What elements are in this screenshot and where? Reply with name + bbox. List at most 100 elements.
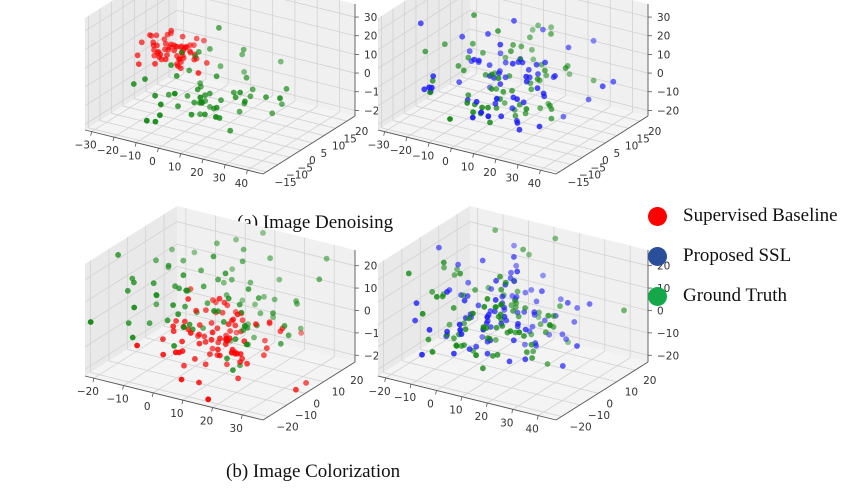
scatter3d-denoising-ssl: −30 −20 −10 0 10 20 30 40 −15 −10 −5 0 5 10 15 20 −20 −10…	[293, 0, 679, 210]
point-proposed-ssl	[508, 269, 514, 276]
point-ground-truth	[512, 112, 519, 119]
point-ground-truth	[247, 279, 254, 286]
point-supervised-baseline	[196, 322, 203, 328]
point-proposed-ssl	[522, 326, 529, 333]
gridline-z	[377, 288, 471, 348]
point-proposed-ssl	[560, 113, 567, 120]
point-supervised-baseline	[202, 361, 209, 368]
y-tick-label: 0	[313, 398, 320, 410]
point-proposed-ssl	[534, 85, 541, 92]
point-ground-truth	[183, 287, 190, 294]
point-ground-truth	[213, 104, 220, 111]
x-tick-label: 0	[427, 398, 434, 410]
x-tick-label: 10	[461, 162, 474, 174]
gridline-z	[84, 0, 136, 32]
point-ground-truth	[197, 111, 204, 118]
point-ground-truth	[405, 270, 412, 277]
x-tick-label: −10	[394, 392, 416, 404]
z-tick-label: 0	[657, 68, 664, 80]
point-ground-truth	[180, 272, 187, 279]
point-proposed-ssl	[469, 114, 476, 121]
gridline-z	[84, 266, 178, 325]
point-supervised-baseline	[134, 52, 141, 59]
point-ground-truth	[142, 76, 148, 82]
point-ground-truth	[153, 301, 160, 308]
point-ground-truth	[252, 301, 258, 308]
point-ground-truth	[176, 285, 183, 292]
x-tick-label: 40	[526, 424, 539, 436]
point-proposed-ssl	[484, 314, 491, 320]
point-ground-truth	[218, 97, 224, 104]
point-proposed-ssl	[444, 328, 450, 335]
gridline-y	[111, 112, 290, 158]
gridline-x	[182, 341, 276, 401]
point-ground-truth	[510, 308, 516, 314]
point-ground-truth	[146, 320, 153, 327]
point-ground-truth	[188, 111, 195, 118]
point-ground-truth	[191, 249, 198, 256]
point-ground-truth	[316, 276, 323, 283]
point-ground-truth	[542, 67, 548, 74]
x-axis-line	[84, 375, 264, 421]
point-ground-truth	[255, 295, 262, 301]
point-ground-truth	[502, 54, 509, 61]
point-ground-truth	[548, 31, 554, 37]
point-ground-truth	[229, 266, 236, 272]
point-ground-truth	[214, 240, 220, 247]
point-ground-truth	[461, 342, 467, 348]
point-ground-truth	[492, 227, 499, 233]
point-supervised-baseline	[201, 333, 208, 340]
z-tick-label: 10	[364, 283, 377, 295]
gridline-z	[84, 66, 178, 125]
point-proposed-ssl	[491, 308, 498, 315]
point-ground-truth	[222, 270, 229, 277]
x-tick	[211, 407, 213, 412]
point-ground-truth	[457, 270, 464, 277]
y-tick-label: 20	[648, 126, 661, 138]
point-proposed-ssl	[514, 96, 520, 102]
point-ground-truth	[536, 309, 542, 316]
point-proposed-ssl	[540, 272, 546, 279]
point-proposed-ssl	[459, 33, 466, 40]
point-proposed-ssl	[497, 41, 504, 48]
gridline-y	[99, 120, 279, 165]
point-supervised-baseline	[223, 335, 230, 342]
point-ground-truth	[277, 95, 283, 102]
point-ground-truth	[470, 109, 476, 116]
point-proposed-ssl	[529, 323, 536, 330]
x-tick	[201, 159, 204, 164]
point-supervised-baseline	[193, 307, 200, 314]
point-proposed-ssl	[510, 337, 517, 344]
point-supervised-baseline	[147, 32, 153, 38]
point-proposed-ssl	[585, 96, 592, 103]
point-supervised-baseline	[196, 340, 203, 347]
point-proposed-ssl	[493, 95, 500, 102]
x-axis-line	[377, 129, 557, 175]
point-ground-truth	[207, 46, 213, 52]
point-ground-truth	[261, 293, 267, 300]
point-ground-truth	[270, 314, 276, 321]
point-supervised-baseline	[151, 47, 157, 53]
y-tick-label: −5	[297, 162, 312, 174]
z-tick-label: 20	[364, 261, 377, 273]
gridline-y	[88, 127, 267, 173]
point-ground-truth	[441, 264, 447, 271]
point-ground-truth	[130, 81, 137, 87]
point-ground-truth	[202, 111, 208, 118]
point-proposed-ssl	[509, 60, 516, 67]
point-supervised-baseline	[178, 376, 185, 383]
point-proposed-ssl	[496, 70, 502, 77]
point-proposed-ssl	[492, 297, 499, 303]
point-supervised-baseline	[263, 345, 270, 352]
point-ground-truth	[527, 34, 533, 41]
point-ground-truth	[171, 90, 178, 97]
point-ground-truth	[529, 355, 535, 361]
point-supervised-baseline	[175, 63, 181, 69]
point-supervised-baseline	[232, 322, 239, 329]
point-ground-truth	[216, 24, 222, 31]
point-proposed-ssl	[563, 336, 569, 342]
x-tick	[460, 396, 463, 401]
